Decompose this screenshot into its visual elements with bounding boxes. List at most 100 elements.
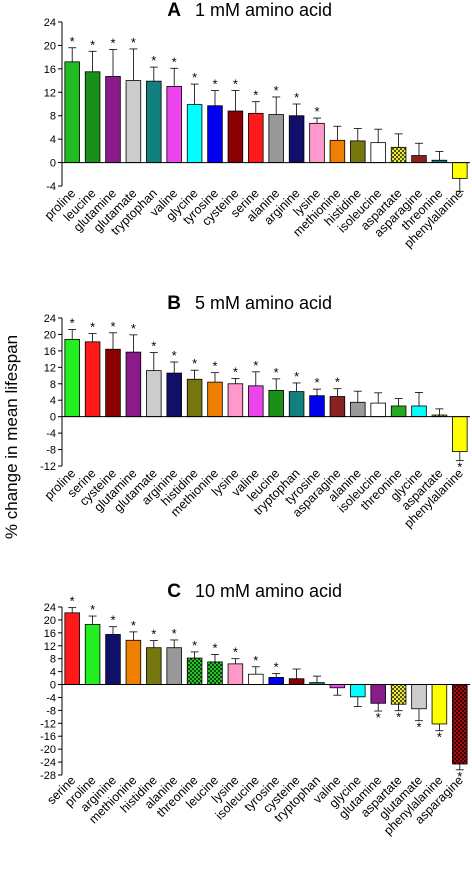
- y-tick-label: 20: [44, 40, 56, 52]
- y-tick-label: 20: [44, 615, 56, 627]
- y-tick-label: 8: [50, 654, 56, 666]
- y-tick-label: -20: [40, 744, 56, 756]
- significance-star: *: [90, 37, 95, 52]
- significance-star: *: [110, 613, 115, 628]
- bar-alanine: [350, 401, 366, 418]
- bar-phenylalanine: [452, 162, 468, 179]
- bar-histidine: [146, 647, 162, 685]
- significance-star: *: [172, 626, 177, 641]
- y-tick-label: 8: [50, 111, 56, 123]
- significance-star: *: [151, 53, 156, 68]
- y-tick-label: -8: [46, 445, 56, 457]
- y-tick-label: 0: [50, 412, 56, 424]
- y-tick-label: -12: [40, 461, 56, 473]
- significance-star: *: [90, 320, 95, 335]
- significance-star: *: [70, 594, 75, 609]
- significance-star: *: [233, 645, 238, 660]
- bar-leucine: [268, 389, 284, 418]
- bar-methionine: [207, 381, 223, 418]
- bar-valine: [248, 385, 264, 418]
- y-tick-label: 4: [50, 667, 56, 679]
- bar-serine: [248, 112, 264, 163]
- y-tick-label: -8: [46, 705, 56, 717]
- bar-lysine: [309, 122, 325, 163]
- bar-glycine: [186, 104, 203, 163]
- bar-glutamate: [411, 684, 427, 710]
- panel-title: 10 mM amino acid: [195, 581, 342, 601]
- bar-asparagine: [329, 396, 346, 418]
- significance-star: *: [294, 369, 299, 384]
- bar-proline: [64, 61, 80, 163]
- bar-lysine: [227, 663, 244, 685]
- significance-star: *: [131, 321, 136, 336]
- bar-glutamine: [105, 76, 121, 163]
- y-tick-label: 4: [50, 395, 56, 407]
- y-tick-label: 16: [44, 64, 56, 76]
- significance-star: *: [457, 769, 462, 784]
- significance-star: *: [253, 88, 258, 103]
- bar-glutamine: [125, 351, 142, 418]
- significance-star: *: [172, 54, 177, 69]
- bar-tyrosine: [309, 395, 325, 418]
- bar-cysteine: [288, 678, 305, 685]
- bar-alanine: [166, 647, 182, 685]
- significance-star: *: [70, 316, 75, 331]
- significance-star: *: [274, 83, 279, 98]
- bar-tryptophan: [288, 391, 305, 418]
- bar-isoleucine: [248, 673, 264, 685]
- significance-star: *: [212, 77, 217, 92]
- y-tick-label: -28: [40, 770, 56, 782]
- y-tick-label: 20: [44, 329, 56, 341]
- y-tick-label: -12: [40, 718, 56, 730]
- bar-glutamate: [125, 80, 142, 163]
- bar-proline: [64, 338, 80, 418]
- significance-star: *: [70, 34, 75, 49]
- bar-tyrosine: [268, 677, 284, 685]
- significance-star: *: [396, 710, 401, 725]
- panel-letter: C: [167, 581, 181, 602]
- significance-star: *: [233, 77, 238, 92]
- bar-glycine: [411, 405, 427, 418]
- significance-star: *: [294, 90, 299, 105]
- significance-star: *: [212, 640, 217, 655]
- significance-star: *: [110, 36, 115, 51]
- significance-star: *: [131, 618, 136, 633]
- bar-glutamine: [370, 684, 386, 704]
- significance-star: *: [192, 638, 197, 653]
- significance-star: *: [110, 319, 115, 334]
- bar-isoleucine: [370, 402, 386, 418]
- bar-tyrosine: [207, 105, 223, 163]
- y-tick-label: 0: [50, 158, 56, 170]
- panel-letter: B: [167, 293, 181, 314]
- y-tick-label: 24: [44, 313, 56, 325]
- y-tick-label: 4: [50, 134, 56, 146]
- bar-phenylalanine: [431, 684, 448, 725]
- bar-proline: [84, 624, 101, 685]
- bar-asparagine: [411, 155, 427, 163]
- bar-glutamate: [146, 370, 162, 418]
- significance-star: *: [416, 720, 421, 735]
- bar-aspartate: [390, 684, 407, 705]
- significance-star: *: [376, 710, 381, 725]
- significance-star: *: [437, 730, 442, 745]
- significance-star: *: [314, 104, 319, 119]
- significance-star: *: [131, 35, 136, 50]
- significance-star: *: [335, 375, 340, 390]
- bar-leucine: [84, 71, 101, 163]
- y-tick-label: 0: [50, 680, 56, 692]
- bar-arginine: [105, 634, 121, 685]
- bar-alanine: [268, 114, 284, 163]
- bar-lysine: [227, 383, 244, 418]
- y-tick-label: 24: [44, 602, 56, 614]
- y-tick-label: -24: [40, 757, 56, 769]
- bar-tryptophan: [146, 80, 162, 163]
- bar-serine: [64, 612, 80, 685]
- bar-glycine: [350, 684, 366, 698]
- significance-star: *: [151, 627, 156, 642]
- significance-star: *: [233, 364, 238, 379]
- y-tick-label: 8: [50, 379, 56, 391]
- bar-arginine: [166, 372, 182, 418]
- significance-star: *: [253, 358, 258, 373]
